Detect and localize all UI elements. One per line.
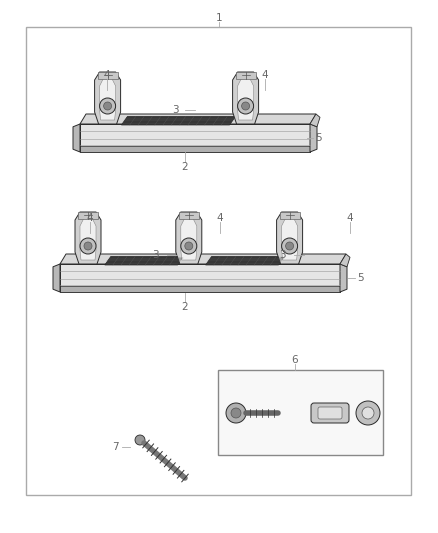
Text: 2: 2 [182,162,188,172]
Circle shape [286,242,293,250]
Text: 5: 5 [314,133,321,143]
Circle shape [104,102,112,110]
Polygon shape [105,256,184,265]
Text: 3: 3 [279,250,285,260]
FancyBboxPatch shape [311,403,349,423]
Polygon shape [80,124,310,152]
Text: 4: 4 [217,213,223,223]
Polygon shape [237,78,254,120]
Polygon shape [205,256,284,265]
Circle shape [181,238,197,254]
Text: 5: 5 [357,273,363,283]
Polygon shape [176,212,202,264]
Polygon shape [80,114,316,124]
Bar [78,212,98,219]
Text: 3: 3 [172,105,178,115]
Text: 4: 4 [104,70,110,80]
Circle shape [84,242,92,250]
Circle shape [362,407,374,419]
Text: 3: 3 [152,250,158,260]
Polygon shape [277,212,303,264]
Polygon shape [282,218,297,260]
Circle shape [185,242,193,250]
Circle shape [135,435,145,445]
Circle shape [282,238,297,254]
Polygon shape [80,218,96,260]
Polygon shape [95,72,120,124]
FancyBboxPatch shape [318,407,342,419]
Circle shape [99,98,116,114]
Bar [279,212,300,219]
Bar [236,72,256,79]
Polygon shape [73,124,80,152]
Text: 4: 4 [87,213,93,223]
Circle shape [80,238,96,254]
Polygon shape [340,254,350,267]
Circle shape [242,102,250,110]
Text: 6: 6 [292,355,298,365]
Polygon shape [60,286,340,292]
Bar [98,72,117,79]
Text: 4: 4 [347,213,353,223]
Polygon shape [80,146,310,152]
Polygon shape [310,114,320,127]
Polygon shape [121,117,236,125]
Polygon shape [340,264,347,292]
Polygon shape [75,212,101,264]
Circle shape [237,98,254,114]
Polygon shape [99,78,116,120]
Polygon shape [53,264,60,292]
Polygon shape [60,254,346,264]
Polygon shape [181,218,197,260]
Polygon shape [233,72,258,124]
Text: 4: 4 [261,70,268,80]
Bar [26,27,411,495]
Circle shape [226,403,246,423]
Bar [218,370,383,455]
Polygon shape [310,124,317,152]
Circle shape [231,408,241,418]
Text: 1: 1 [215,13,223,23]
Text: 2: 2 [182,302,188,312]
Circle shape [356,401,380,425]
Text: 7: 7 [112,442,118,452]
Bar [179,212,199,219]
Polygon shape [60,264,340,292]
